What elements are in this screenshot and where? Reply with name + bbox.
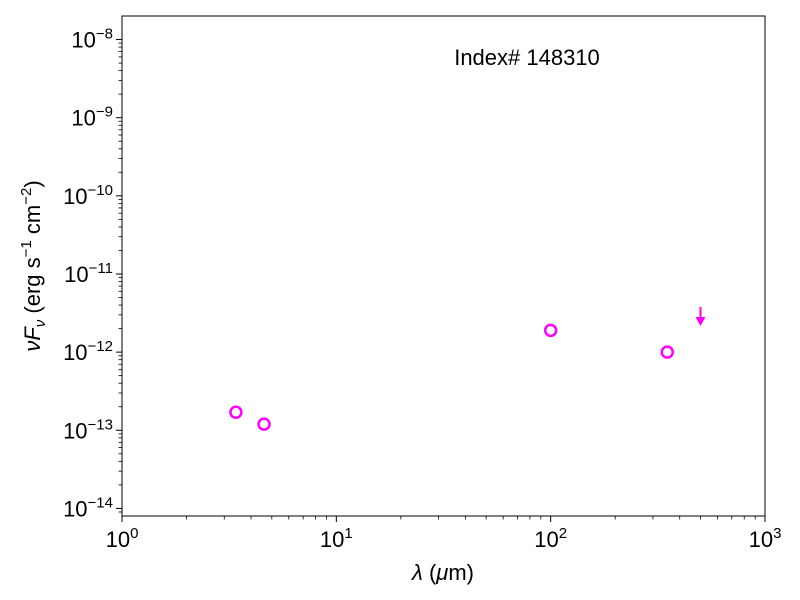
x-tick-label: 101 bbox=[320, 525, 353, 552]
y-tick-label: 10−11 bbox=[64, 260, 113, 287]
y-tick-label: 10−10 bbox=[63, 182, 113, 209]
x-tick-label: 103 bbox=[749, 525, 782, 552]
plot-frame bbox=[121, 15, 766, 517]
y-tick-label: 10−9 bbox=[71, 104, 113, 131]
data-point bbox=[257, 417, 271, 431]
data-point bbox=[229, 405, 243, 420]
y-tick-label: 10−14 bbox=[63, 494, 113, 521]
upper-limit-arrow bbox=[695, 307, 706, 327]
data-point bbox=[543, 323, 558, 338]
x-tick-label: 102 bbox=[534, 525, 567, 552]
y-axis-label: νFν (erg s−1 cm−2) bbox=[18, 180, 49, 351]
y-tick-label: 10−13 bbox=[63, 416, 113, 443]
x-axis-label: λ (μm) bbox=[411, 560, 474, 585]
x-tick-label: 100 bbox=[106, 525, 139, 552]
arrow-head bbox=[695, 317, 706, 327]
y-tick-label: 10−8 bbox=[71, 26, 113, 53]
y-tick-label: 10−12 bbox=[63, 338, 113, 365]
data-marks bbox=[229, 307, 706, 431]
axis-ticks: 100 101 102 103 10−14 10−13 10−12 10−11 10−10 10−… bbox=[63, 26, 781, 552]
data-point bbox=[660, 345, 675, 359]
chart-annotation: Index# 148310 bbox=[454, 45, 600, 70]
